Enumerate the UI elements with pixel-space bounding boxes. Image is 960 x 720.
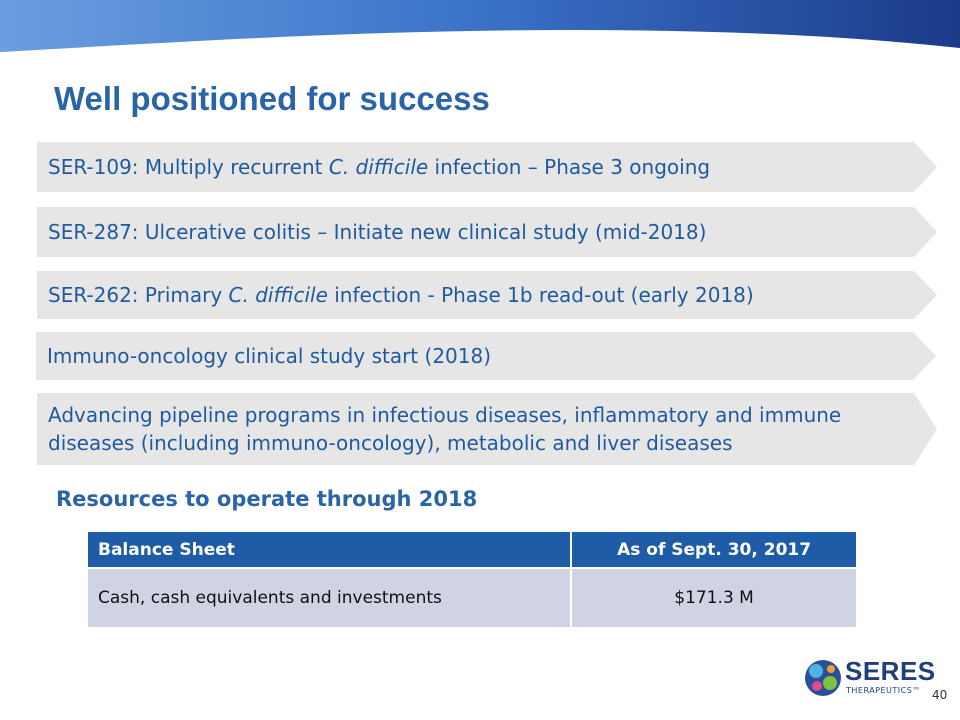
logo-name: SERES [845, 656, 936, 686]
arrow-item: Immuno-oncology clinical study start (20… [36, 332, 936, 380]
table-cell: Cash, cash equivalents and investments [85, 567, 573, 629]
item-text: SER-109: Multiply recurrent C. difficile… [48, 153, 710, 181]
table-header: Balance Sheet [85, 530, 573, 569]
arrow-item: SER-287: Ulcerative colitis – Initiate n… [37, 207, 937, 257]
title: Well positioned for success [54, 80, 490, 117]
item-segment: C. difficile [328, 155, 429, 179]
logo-sub: THERAPEUTICS™ [846, 686, 921, 695]
item-segment: infection - Phase 1b read-out (early 201… [327, 283, 754, 307]
table-cell: $171.3 M [570, 567, 858, 629]
top-wave [0, 0, 960, 52]
item-text: SER-287: Ulcerative colitis – Initiate n… [48, 218, 706, 246]
table-header: As of Sept. 30, 2017 [570, 530, 858, 569]
arrow-item: Advancing pipeline programs in infectiou… [37, 393, 937, 465]
item-segment: SER-287: Ulcerative colitis – Initiate n… [48, 220, 707, 244]
item-segment: SER-109: Multiply recurrent [48, 155, 329, 179]
item-segment: Advancing pipeline programs in infectiou… [48, 403, 842, 455]
item-segment: C. difficile [228, 283, 328, 307]
item-segment: infection – Phase 3 ongoing [428, 155, 711, 179]
balance-table: Balance Sheet As of Sept. 30, 2017 Cash, … [85, 530, 858, 629]
item-segment: SER-262: Primary [48, 283, 229, 307]
item-segment: Immuno-oncology clinical study start (20… [47, 344, 492, 368]
item-text: Advancing pipeline programs in infectiou… [48, 401, 877, 457]
item-text: SER-262: Primary C. difficile infection … [48, 281, 754, 309]
arrow-item: SER-109: Multiply recurrent C. difficile… [37, 142, 937, 192]
logo-mark [805, 660, 841, 696]
page-number: 40 [932, 688, 948, 702]
item-text: Immuno-oncology clinical study start (20… [47, 342, 491, 370]
section-title: Resources to operate through 2018 [56, 487, 478, 511]
arrow-item: SER-262: Primary C. difficile infection … [37, 271, 937, 319]
